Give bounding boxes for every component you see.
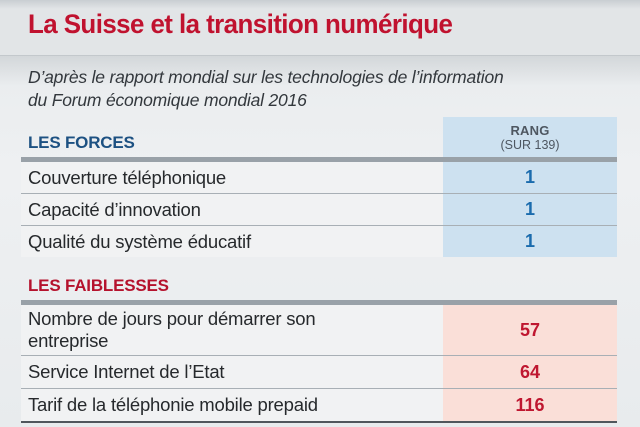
row-rank: 116 xyxy=(443,389,617,421)
row-label: Capacité d’innovation xyxy=(21,194,443,225)
row-label: Nombre de jours pour démarrer son entrep… xyxy=(21,305,443,355)
table-row: Couverture téléphonique 1 xyxy=(21,162,617,193)
table-row: Service Internet de l’Etat 64 xyxy=(21,355,617,388)
subtitle: D’après le rapport mondial sur les techn… xyxy=(28,66,608,112)
table-row: Capacité d’innovation 1 xyxy=(21,193,617,225)
faiblesses-rows: Nombre de jours pour démarrer son entrep… xyxy=(21,305,617,423)
divider-bar xyxy=(21,157,617,162)
section-header-forces: LES FORCES xyxy=(28,133,135,152)
rank-column-header: RANG (SUR 139) xyxy=(443,117,617,157)
table-row: Qualité du système éducatif 1 xyxy=(21,225,617,257)
row-rank: 1 xyxy=(443,162,617,193)
faiblesses-header-row: LES FAIBLESSES xyxy=(21,257,617,300)
forces-rows: Couverture téléphonique 1 Capacité d’inn… xyxy=(21,162,617,257)
row-label: Service Internet de l’Etat xyxy=(21,356,443,388)
rank-header-line-2: (SUR 139) xyxy=(500,138,560,152)
row-rank: 1 xyxy=(443,226,617,257)
title-band: La Suisse et la transition numérique xyxy=(0,0,640,56)
row-rank: 64 xyxy=(443,356,617,388)
divider-bar xyxy=(21,300,617,305)
table-row: Tarif de la téléphonie mobile prepaid 11… xyxy=(21,388,617,421)
table-row: Nombre de jours pour démarrer son entrep… xyxy=(21,305,617,355)
row-label: Qualité du système éducatif xyxy=(21,226,443,257)
section-header-faiblesses: LES FAIBLESSES xyxy=(28,276,169,295)
row-label: Couverture téléphonique xyxy=(21,162,443,193)
rank-header-line-1: RANG xyxy=(510,123,550,138)
row-label: Tarif de la téléphonie mobile prepaid xyxy=(21,389,443,421)
subtitle-line-1: D’après le rapport mondial sur les techn… xyxy=(28,67,504,87)
page-title: La Suisse et la transition numérique xyxy=(28,9,453,39)
ranking-table: LES FORCES RANG (SUR 139) Couverture tél… xyxy=(21,117,617,423)
row-rank: 57 xyxy=(443,305,617,355)
forces-header-row: LES FORCES RANG (SUR 139) xyxy=(21,117,617,157)
subtitle-line-2: du Forum économique mondial 2016 xyxy=(28,90,307,110)
row-label-text: Nombre de jours pour démarrer son entrep… xyxy=(28,308,316,351)
row-rank: 1 xyxy=(443,194,617,225)
